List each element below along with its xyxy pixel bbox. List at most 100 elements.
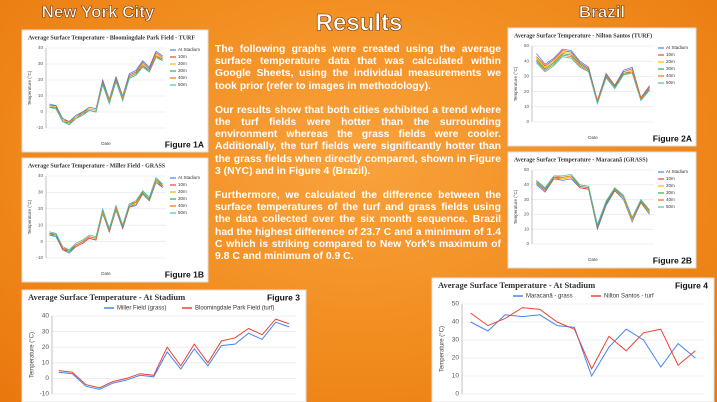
y-tick-label: 10 — [42, 360, 50, 367]
heading: Brazil — [579, 2, 625, 21]
legend-label: 50m — [178, 82, 187, 87]
legend-label: 40m — [178, 203, 187, 208]
y-tick-label: 0 — [40, 239, 43, 244]
legend-label: Bloomingdale Park Field (turf) — [195, 306, 274, 312]
y-axis-label: Temperature (°C) — [513, 66, 518, 101]
chart-title: Average Surface Temperature - Miller Fie… — [28, 163, 166, 169]
y-tick-label: -10 — [40, 391, 50, 398]
chart: Average Surface Temperature - Maracanã (… — [507, 151, 697, 269]
data-line — [58, 318, 290, 389]
y-tick-label: 20 — [38, 77, 44, 82]
legend-label: 20m — [666, 183, 675, 188]
figure-label: Figure 3 — [267, 292, 300, 302]
chart: Average Surface Temperature - Nilton San… — [507, 27, 697, 147]
y-axis-label: Temperature (°C) — [440, 326, 446, 372]
y-axis-label: Temperature (°C) — [27, 70, 32, 105]
figure-label: Figure 1A — [165, 139, 204, 149]
chart: Average Surface Temperature - At Stadium… — [21, 289, 307, 402]
y-tick-label: 40 — [524, 58, 530, 63]
y-tick-label: 40 — [524, 182, 530, 187]
results-text: The following graphs were created using … — [215, 44, 501, 275]
heading: New York City — [42, 2, 155, 21]
y-tick-label: 40 — [452, 319, 460, 326]
y-tick-label: 20 — [42, 344, 50, 351]
chart-background — [507, 151, 697, 269]
legend-label: At Stadium — [666, 169, 688, 174]
y-tick-label: 30 — [38, 61, 44, 66]
figure-label: Figure 2B — [653, 255, 692, 265]
y-tick-label: 0 — [526, 241, 529, 246]
y-tick-label: 50 — [524, 43, 530, 48]
chart-title: Average Surface Temperature - At Stadium — [438, 280, 595, 290]
y-tick-label: 10 — [524, 226, 530, 231]
y-tick-label: 20 — [524, 89, 530, 94]
legend-label: At Stadium — [666, 45, 688, 50]
legend-label: At Stadium — [178, 47, 200, 52]
y-tick-label: 40 — [38, 173, 44, 178]
legend-label: 30m — [666, 66, 675, 71]
x-axis-label: Date — [588, 135, 598, 140]
chart-title: Average Surface Temperature - Bloomingda… — [28, 35, 195, 41]
y-tick-label: 20 — [38, 206, 44, 211]
paragraph: Our results show that both cities exhibi… — [215, 104, 501, 177]
y-tick-label: 30 — [42, 328, 50, 335]
y-axis-label: Temperature (°C) — [513, 189, 518, 224]
chart: Average Surface Temperature - Miller Fie… — [21, 157, 209, 283]
paragraph: The following graphs were created using … — [215, 44, 501, 92]
y-tick-label: 50 — [524, 167, 530, 172]
legend-label: Maracanã - grass — [526, 294, 573, 300]
legend-label: 50m — [666, 80, 675, 85]
y-tick-label: 10 — [452, 373, 460, 380]
y-tick-label: -10 — [36, 125, 43, 130]
legend-label: At Stadium — [178, 175, 200, 180]
y-tick-label: 0 — [455, 391, 459, 398]
y-axis-label: Temperature (°C) — [30, 332, 36, 378]
chart-background — [21, 29, 209, 153]
chart-background — [21, 289, 307, 402]
heading: Results — [316, 9, 403, 36]
legend-label: 50m — [666, 204, 675, 209]
legend-label: 30m — [178, 68, 187, 73]
x-axis-label: Date — [588, 257, 598, 262]
legend-label: Nilton Santos - turf — [604, 294, 654, 300]
y-tick-label: 10 — [38, 222, 44, 227]
chart: Average Surface Temperature - Bloomingda… — [21, 29, 209, 153]
y-tick-label: 0 — [40, 109, 43, 114]
y-tick-label: 40 — [38, 45, 44, 50]
y-axis-label: Temperature (°C) — [27, 199, 32, 234]
data-line — [470, 307, 696, 370]
legend-label: 30m — [666, 190, 675, 195]
y-tick-label: 10 — [524, 104, 530, 109]
y-tick-label: 30 — [524, 74, 530, 79]
legend-label: 20m — [666, 59, 675, 64]
y-tick-label: 30 — [524, 197, 530, 202]
chart-title: Average Surface Temperature - Nilton San… — [514, 32, 652, 39]
paragraph: Furthermore, we calculated the differenc… — [215, 190, 501, 263]
legend-label: 10m — [178, 54, 187, 59]
y-tick-label: 30 — [38, 190, 44, 195]
chart: Average Surface Temperature - At Stadium… — [431, 277, 715, 402]
y-tick-label: 40 — [42, 313, 50, 320]
legend-label: 10m — [666, 52, 675, 57]
x-axis-label: Date — [101, 141, 111, 146]
y-tick-label: 10 — [38, 93, 44, 98]
legend-label: 10m — [666, 176, 675, 181]
y-tick-label: 20 — [524, 212, 530, 217]
data-line — [536, 56, 650, 106]
data-line — [49, 57, 163, 126]
y-tick-label: 0 — [526, 119, 529, 124]
x-axis-label: Date — [101, 271, 111, 276]
chart-title: Average Surface Temperature - Maracanã (… — [514, 156, 648, 163]
y-tick-label: 0 — [45, 375, 49, 382]
legend-label: Miller Field (grass) — [117, 306, 166, 312]
y-tick-label: 30 — [452, 337, 460, 344]
legend-label: 10m — [178, 182, 187, 187]
y-tick-label: 50 — [452, 301, 460, 308]
legend-label: 40m — [178, 75, 187, 80]
chart-background — [21, 157, 209, 283]
legend-label: 20m — [178, 189, 187, 194]
data-line — [536, 173, 650, 227]
figure-label: Figure 1B — [165, 269, 204, 279]
